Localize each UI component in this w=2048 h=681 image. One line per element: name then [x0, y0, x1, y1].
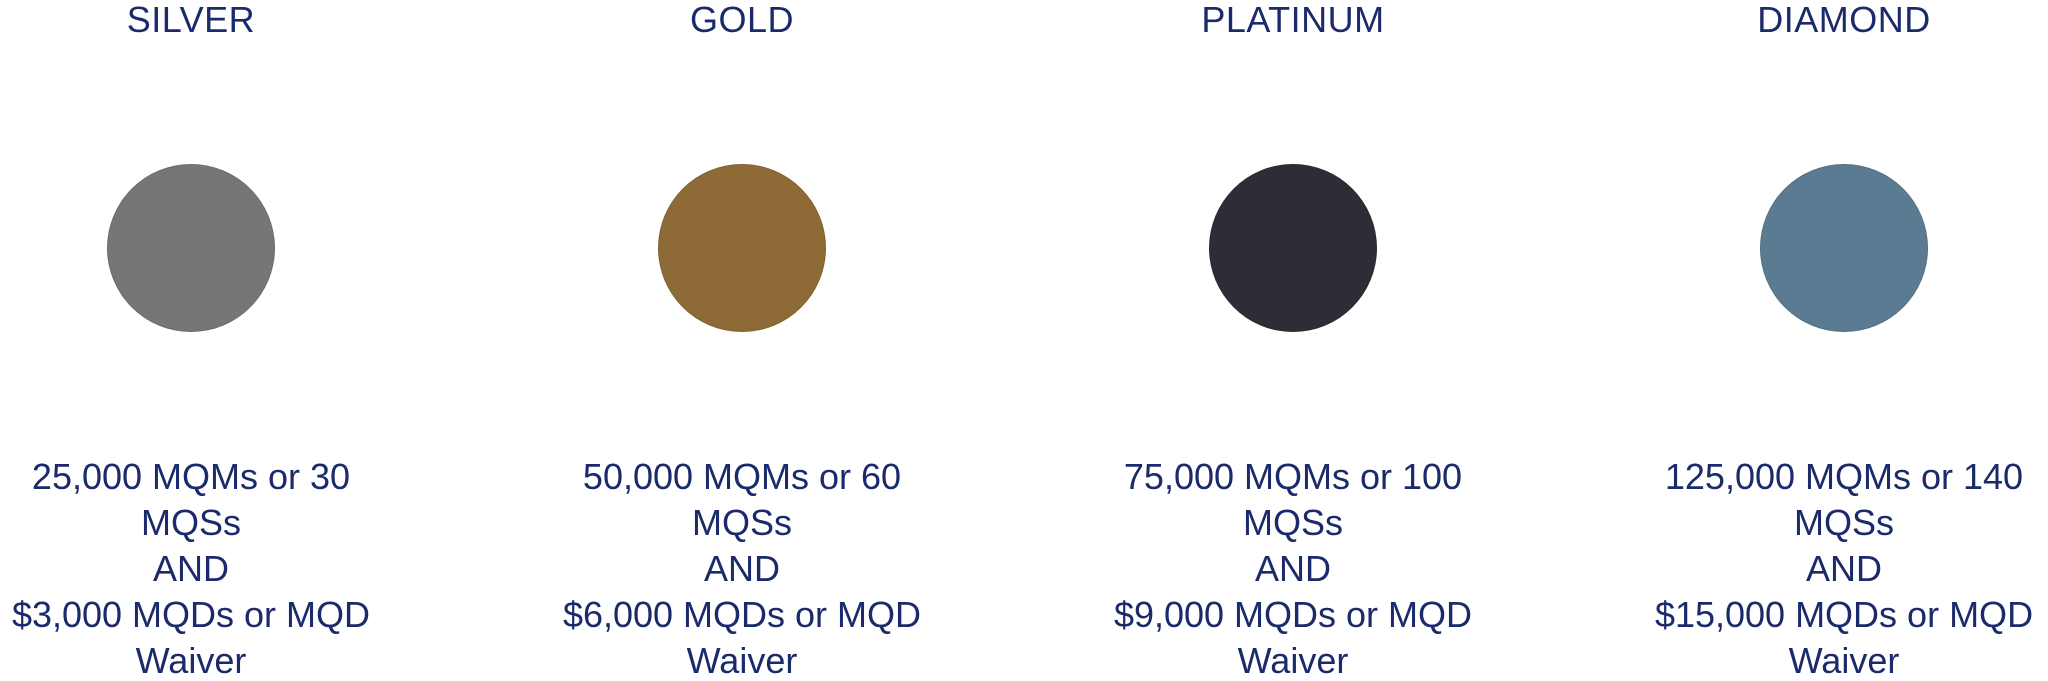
requirement-line: MQSs — [1793, 502, 1894, 543]
requirement-line: Waiver — [1788, 640, 1900, 681]
silver-medallion-badge — [107, 164, 275, 332]
tier-requirements: 75,000 MQMs or 100 MQSs AND $9,000 MQDs … — [1083, 454, 1503, 681]
requirement-line: 75,000 MQMs or 100 — [1123, 456, 1463, 497]
platinum-medallion-badge — [1209, 164, 1377, 332]
tier-requirements: 125,000 MQMs or 140 MQSs AND $15,000 MQD… — [1634, 454, 2048, 681]
requirement-line: $6,000 MQDs or MQD — [562, 594, 922, 635]
tier-title: DIAMOND — [1757, 0, 1931, 40]
requirement-line: Waiver — [686, 640, 798, 681]
tier-silver: SILVER 25,000 MQMs or 30 MQSs AND $3,000… — [0, 0, 401, 681]
requirement-line: AND — [1254, 548, 1331, 589]
tier-gold: GOLD 50,000 MQMs or 60 MQSs AND $6,000 M… — [532, 0, 952, 681]
requirement-line: 50,000 MQMs or 60 — [582, 456, 902, 497]
requirement-line: AND — [703, 548, 780, 589]
tier-diamond: DIAMOND 125,000 MQMs or 140 MQSs AND $15… — [1634, 0, 2048, 681]
requirement-line: Waiver — [1237, 640, 1349, 681]
tier-title: SILVER — [126, 0, 256, 40]
requirement-line: AND — [1805, 548, 1882, 589]
requirement-line: AND — [152, 548, 229, 589]
requirement-line: MQSs — [691, 502, 792, 543]
tier-requirements: 25,000 MQMs or 30 MQSs AND $3,000 MQDs o… — [0, 454, 401, 681]
requirement-line: MQSs — [1242, 502, 1343, 543]
tier-title: GOLD — [689, 0, 795, 40]
diamond-medallion-badge — [1760, 164, 1928, 332]
tier-platinum: PLATINUM 75,000 MQMs or 100 MQSs AND $9,… — [1083, 0, 1503, 681]
requirement-line: 25,000 MQMs or 30 — [31, 456, 351, 497]
requirement-line: 125,000 MQMs or 140 — [1664, 456, 2024, 497]
requirement-line: $9,000 MQDs or MQD — [1113, 594, 1473, 635]
requirement-line: $3,000 MQDs or MQD — [11, 594, 371, 635]
requirement-line: MQSs — [140, 502, 241, 543]
gold-medallion-badge — [658, 164, 826, 332]
requirement-line: $15,000 MQDs or MQD — [1654, 594, 2034, 635]
requirement-line: Waiver — [135, 640, 247, 681]
tier-title: PLATINUM — [1201, 0, 1385, 40]
tier-requirements: 50,000 MQMs or 60 MQSs AND $6,000 MQDs o… — [532, 454, 952, 681]
